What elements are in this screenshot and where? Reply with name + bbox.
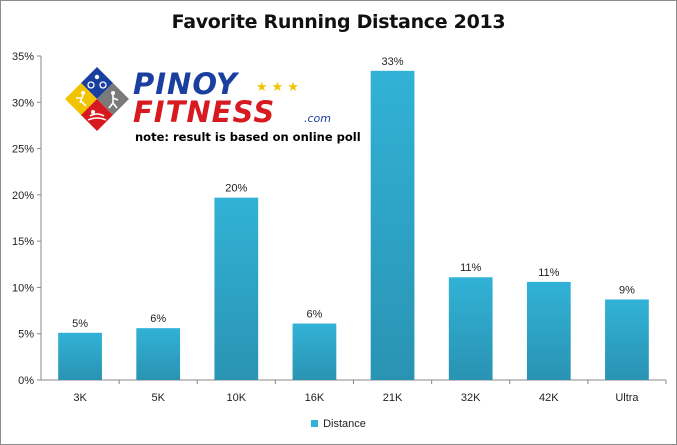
x-tick-label: 3K (73, 392, 87, 404)
y-tick-label: 25% (12, 144, 34, 156)
y-tick-label: 35% (12, 51, 34, 63)
bar-data-label: 5% (72, 318, 88, 330)
chart-title: Favorite Running Distance 2013 (171, 11, 506, 33)
y-tick-label: 20% (12, 190, 34, 202)
bar-data-label: 33% (382, 56, 404, 68)
bar (214, 197, 259, 380)
bar (370, 70, 415, 380)
x-tick-label: 16K (305, 392, 325, 404)
bar (605, 299, 649, 380)
bar-data-label: 6% (306, 309, 322, 321)
swimming-icon (81, 99, 113, 131)
y-tick-label: 10% (12, 282, 34, 294)
bar (526, 281, 571, 380)
logo-wordmark-pinoy: PINOY (133, 67, 238, 101)
logo-wordmark-fitness: FITNESS (133, 95, 276, 129)
bar-data-label: 20% (225, 183, 247, 195)
bar-data-label: 9% (619, 284, 635, 296)
y-tick-label: 5% (18, 329, 34, 341)
y-tick-label: 0% (18, 375, 34, 387)
y-tick-label: 30% (12, 97, 34, 109)
bar (292, 323, 337, 380)
bar (58, 332, 102, 380)
pinoy-fitness-logo: PINOY ★★★ FITNESS .com note: result is b… (63, 65, 363, 150)
y-tick-label: 15% (12, 236, 34, 248)
poll-note: note: result is based on online poll (135, 130, 361, 144)
logo-domain-suffix: .com (304, 112, 331, 125)
chart-legend: Distance (1, 418, 676, 430)
x-tick-label: 5K (151, 392, 165, 404)
legend-swatch (311, 420, 319, 427)
x-tick-label: 10K (227, 392, 247, 404)
legend-label: Distance (323, 418, 366, 430)
bar (136, 328, 181, 380)
bar-data-label: 11% (538, 267, 559, 279)
bar-data-label: 11% (460, 262, 481, 274)
bar (448, 277, 493, 380)
logo-stars: ★★★ (256, 79, 303, 94)
x-tick-label: Ultra (615, 392, 639, 404)
sports-icons-logo-mark (65, 67, 129, 131)
x-tick-label: 42K (539, 392, 559, 404)
x-tick-label: 32K (461, 392, 481, 404)
bar-data-label: 6% (150, 313, 166, 325)
x-tick-label: 21K (383, 392, 403, 404)
